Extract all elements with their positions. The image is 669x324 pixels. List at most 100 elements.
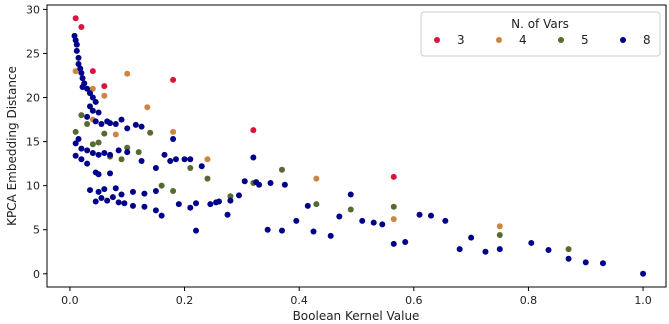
data-point-series-4 bbox=[124, 70, 131, 77]
data-point-series-8 bbox=[456, 246, 463, 253]
y-tick-label: 0 bbox=[33, 268, 40, 281]
data-point-series-5 bbox=[170, 187, 177, 194]
data-point-series-8 bbox=[224, 211, 231, 218]
data-point-series-8 bbox=[379, 221, 386, 228]
data-point-series-8 bbox=[98, 194, 105, 201]
data-point-series-8 bbox=[73, 47, 80, 54]
x-tick-label: 0.0 bbox=[61, 294, 79, 307]
x-axis-ticks: 0.0 0.2 0.4 0.6 0.8 1.0 bbox=[61, 287, 652, 307]
data-point-series-5 bbox=[347, 206, 354, 213]
data-point-series-8 bbox=[84, 113, 91, 120]
y-tick-label: 15 bbox=[26, 136, 40, 149]
y-tick-label: 10 bbox=[26, 180, 40, 193]
data-point-series-8 bbox=[170, 135, 177, 142]
y-tick-label: 25 bbox=[26, 47, 40, 60]
data-point-series-8 bbox=[236, 192, 243, 199]
data-point-series-8 bbox=[152, 207, 159, 214]
x-tick-label: 0.8 bbox=[520, 294, 538, 307]
data-point-series-8 bbox=[267, 180, 274, 187]
y-tick-label: 5 bbox=[33, 224, 40, 237]
data-point-series-8 bbox=[129, 202, 136, 209]
data-point-series-8 bbox=[124, 149, 131, 156]
data-point-series-5 bbox=[84, 120, 91, 127]
data-points bbox=[71, 15, 647, 277]
data-point-series-8 bbox=[86, 90, 93, 97]
data-point-series-8 bbox=[92, 118, 99, 125]
data-point-series-8 bbox=[193, 227, 200, 234]
data-point-series-4 bbox=[313, 175, 320, 182]
data-point-series-8 bbox=[528, 239, 535, 246]
data-point-series-5 bbox=[204, 175, 211, 182]
data-point-series-8 bbox=[253, 179, 260, 186]
data-point-series-8 bbox=[181, 156, 188, 163]
data-point-series-8 bbox=[104, 197, 111, 204]
data-point-series-5 bbox=[118, 156, 125, 163]
data-point-series-8 bbox=[370, 219, 377, 226]
data-point-series-8 bbox=[89, 94, 96, 101]
data-point-series-8 bbox=[187, 204, 194, 211]
data-point-series-8 bbox=[347, 191, 354, 198]
data-point-series-8 bbox=[107, 151, 114, 158]
data-point-series-8 bbox=[84, 160, 91, 167]
data-point-series-8 bbox=[73, 41, 80, 48]
data-point-series-8 bbox=[278, 227, 285, 234]
data-point-series-8 bbox=[109, 194, 116, 201]
data-point-series-5 bbox=[89, 141, 96, 148]
legend-box bbox=[420, 11, 661, 57]
data-point-series-8 bbox=[158, 212, 165, 219]
data-point-series-8 bbox=[112, 120, 119, 127]
data-point-series-4 bbox=[170, 128, 177, 135]
data-point-series-8 bbox=[582, 259, 589, 266]
data-point-series-5 bbox=[313, 201, 320, 208]
data-point-series-5 bbox=[565, 246, 572, 253]
data-point-series-8 bbox=[75, 135, 82, 142]
data-point-series-8 bbox=[75, 54, 82, 61]
data-point-series-8 bbox=[327, 232, 334, 239]
data-point-series-4 bbox=[89, 85, 96, 92]
data-point-series-5 bbox=[101, 130, 108, 137]
data-point-series-5 bbox=[158, 182, 165, 189]
data-point-series-8 bbox=[281, 181, 288, 188]
data-point-series-5 bbox=[95, 139, 102, 146]
data-point-series-8 bbox=[118, 116, 125, 123]
legend-label-3: 3 bbox=[457, 33, 465, 47]
x-tick-label: 0.4 bbox=[290, 294, 308, 307]
data-point-series-5 bbox=[227, 193, 234, 200]
data-point-series-8 bbox=[193, 200, 200, 207]
data-point-series-8 bbox=[107, 170, 114, 177]
data-point-series-8 bbox=[141, 190, 148, 197]
data-point-series-8 bbox=[496, 246, 503, 253]
data-point-series-8 bbox=[95, 171, 102, 178]
y-tick-label: 30 bbox=[26, 3, 40, 16]
data-point-series-4 bbox=[112, 131, 119, 138]
data-point-series-8 bbox=[92, 198, 99, 205]
data-point-series-8 bbox=[304, 202, 311, 209]
plot-area bbox=[46, 4, 667, 288]
data-point-series-3 bbox=[250, 127, 257, 134]
x-tick-label: 0.2 bbox=[176, 294, 194, 307]
data-point-series-8 bbox=[112, 185, 119, 192]
data-point-series-5 bbox=[390, 203, 397, 210]
data-point-series-8 bbox=[442, 217, 449, 224]
data-point-series-8 bbox=[250, 154, 257, 161]
data-point-series-8 bbox=[640, 270, 647, 277]
data-point-series-8 bbox=[121, 200, 128, 207]
data-point-series-8 bbox=[198, 163, 205, 170]
data-point-series-8 bbox=[402, 239, 409, 246]
data-point-series-8 bbox=[84, 147, 91, 154]
data-point-series-8 bbox=[336, 213, 343, 220]
data-point-series-5 bbox=[496, 232, 503, 239]
data-point-series-4 bbox=[390, 216, 397, 223]
data-point-series-8 bbox=[310, 228, 317, 235]
data-point-series-5 bbox=[278, 166, 285, 173]
data-point-series-8 bbox=[161, 151, 168, 158]
legend-marker-5 bbox=[558, 37, 564, 43]
x-tick-label: 0.6 bbox=[405, 294, 423, 307]
data-point-series-5 bbox=[135, 149, 142, 156]
data-point-series-4 bbox=[72, 68, 79, 75]
data-point-series-8 bbox=[78, 156, 85, 163]
data-point-series-8 bbox=[89, 150, 96, 157]
legend-title: N. of Vars bbox=[511, 17, 569, 31]
data-point-series-8 bbox=[89, 107, 96, 114]
legend-marker-3 bbox=[434, 37, 440, 43]
